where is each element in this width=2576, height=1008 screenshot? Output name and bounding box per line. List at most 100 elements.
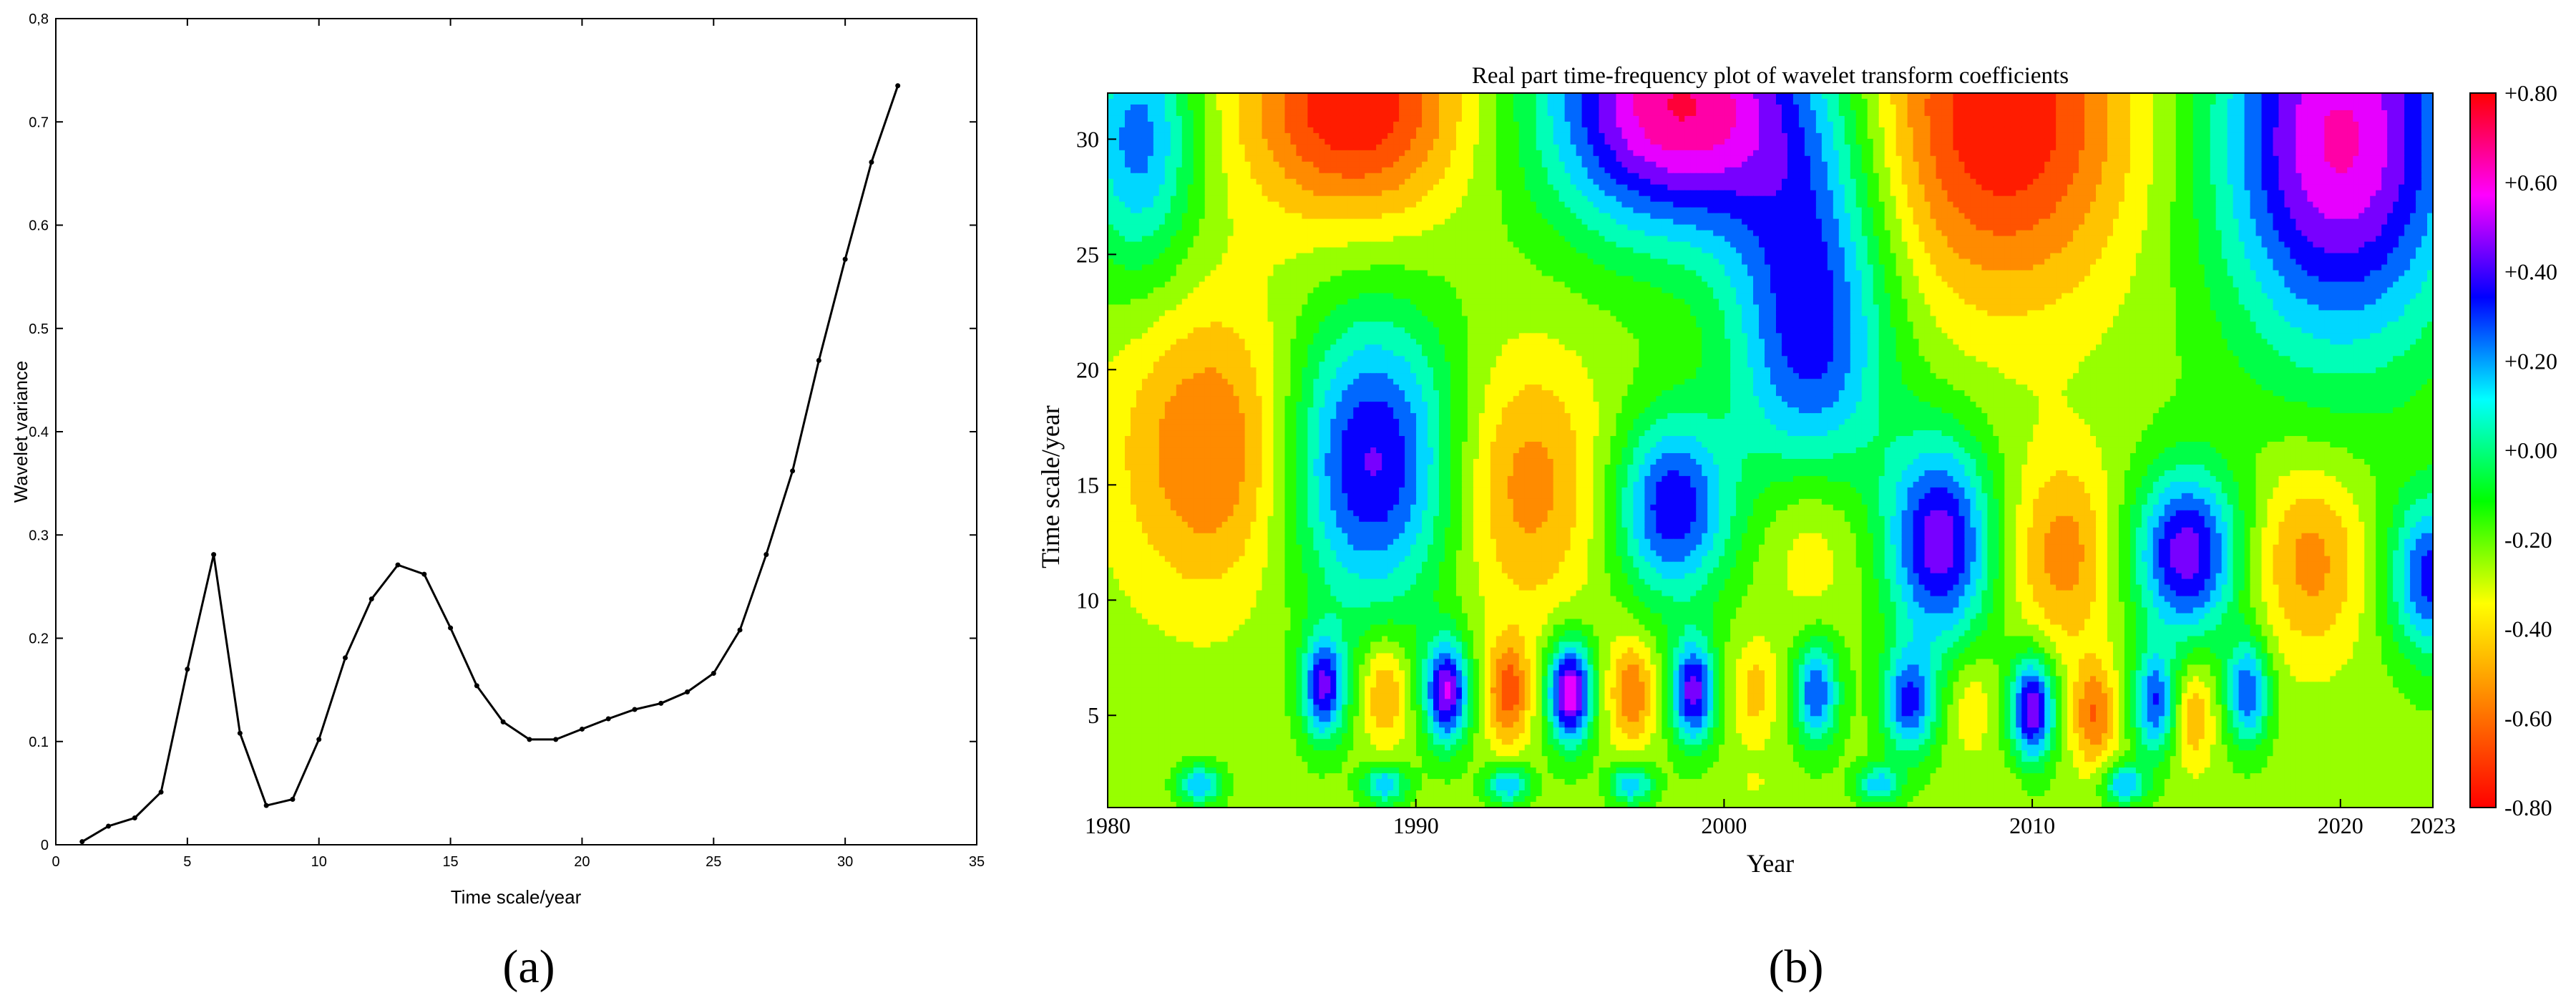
heatmap-cell (1513, 145, 1520, 151)
heatmap-cell (1594, 196, 1600, 203)
heatmap-cell (2330, 145, 2336, 151)
heatmap-cell (2318, 196, 2325, 203)
heatmap-cell (2124, 162, 2131, 168)
heatmap-cell (2284, 168, 2290, 174)
heatmap-cell (1999, 173, 2005, 180)
heatmap-cell (2273, 208, 2279, 214)
heatmap-cell (1987, 133, 1994, 140)
data-point (448, 626, 453, 631)
heatmap-cell (1536, 162, 1543, 168)
heatmap-cell (1765, 127, 1771, 134)
heatmap-cell (1936, 202, 1943, 208)
heatmap-cell (1976, 179, 1982, 185)
heatmap-cell (1822, 150, 1828, 157)
heatmap-cell (2381, 150, 2388, 157)
heatmap-cell (1913, 122, 1920, 128)
heatmap-cell (2090, 185, 2097, 191)
heatmap-cell (1245, 122, 1252, 128)
heatmap-cell (1787, 145, 1794, 151)
heatmap-cell (1125, 99, 1131, 105)
heatmap-cell (1479, 150, 1485, 157)
heatmap-cell (1445, 208, 1451, 214)
heatmap-cell (1279, 202, 1285, 208)
heatmap-cell (1616, 196, 1622, 203)
heatmap-cell (1176, 156, 1183, 163)
heatmap-cell (1656, 185, 1662, 191)
heatmap-cell (1228, 162, 1234, 168)
heatmap-cell (1621, 93, 1628, 100)
heatmap-cell (2205, 208, 2211, 214)
heatmap-cell (2079, 139, 2085, 145)
heatmap-cell (1313, 202, 1319, 208)
heatmap-cell (1679, 168, 1685, 174)
heatmap-cell (1879, 208, 1885, 214)
heatmap-cell (1981, 190, 1988, 197)
heatmap-cell (1307, 93, 1314, 100)
heatmap-cell (1268, 173, 1274, 180)
heatmap-cell (1485, 196, 1491, 203)
data-point (369, 596, 374, 601)
heatmap-cell (1324, 116, 1331, 122)
heatmap-cell (2341, 127, 2348, 134)
heatmap-cell (1810, 139, 1817, 145)
heatmap-cell (2056, 168, 2062, 174)
heatmap-cell (2239, 133, 2245, 140)
heatmap-cell (1679, 122, 1685, 128)
heatmap-cell (1176, 150, 1183, 157)
heatmap-cell (2124, 139, 2131, 145)
heatmap-cell (1736, 122, 1742, 128)
heatmap-cell (1171, 145, 1177, 151)
heatmap-cell (1679, 133, 1685, 140)
heatmap-cell (1976, 173, 1982, 180)
heatmap-cell (2044, 110, 2051, 117)
heatmap-cell (2113, 110, 2119, 117)
heatmap-cell (1839, 208, 1845, 214)
x-tick-label: 30 (837, 854, 853, 870)
heatmap-cell (2107, 105, 2114, 111)
heatmap-cell (2147, 208, 2154, 214)
heatmap-cell (1925, 179, 1931, 185)
heatmap-cell (1491, 110, 1497, 117)
heatmap-cell (1594, 145, 1600, 151)
heatmap-cell (1513, 162, 1520, 168)
heatmap-cell (1108, 156, 1114, 163)
heatmap-cell (1702, 133, 1708, 140)
heatmap-cell (2165, 145, 2171, 151)
heatmap-cell (2353, 196, 2359, 203)
heatmap-cell (2107, 116, 2114, 122)
heatmap-cell (2010, 93, 2016, 100)
heatmap-cell (1576, 145, 1583, 151)
heatmap-cell (1862, 168, 1868, 174)
panel-b-heatmap (1108, 93, 2434, 808)
heatmap-cell (2233, 168, 2240, 174)
heatmap-cell (2176, 162, 2182, 168)
heatmap-cell (2039, 105, 2045, 111)
heatmap-cell (2182, 179, 2188, 185)
heatmap-cell (1667, 110, 1674, 117)
heatmap-cell (1902, 208, 1908, 214)
heatmap-cell (2381, 93, 2388, 100)
heatmap-cell (1153, 110, 1160, 117)
heatmap-cell (1805, 127, 1811, 134)
heatmap-cell (1987, 150, 1994, 157)
heatmap-cell (1251, 190, 1257, 197)
heatmap-cell (1330, 208, 1337, 214)
heatmap-cell (2147, 162, 2154, 168)
heatmap-cell (2284, 116, 2290, 122)
heatmap-cell (2205, 173, 2211, 180)
heatmap-cell (1171, 93, 1177, 100)
heatmap-cell (1964, 93, 1971, 100)
heatmap-cell (1531, 110, 1537, 117)
heatmap-cell (1176, 99, 1183, 105)
heatmap-cell (1799, 202, 1805, 208)
heatmap-cell (1279, 168, 1285, 174)
heatmap-cell (2142, 105, 2148, 111)
heatmap-cell (1856, 202, 1863, 208)
heatmap-cell (1370, 116, 1377, 122)
heatmap-cell (1313, 139, 1319, 145)
heatmap-cell (1787, 185, 1794, 191)
heatmap-cell (1422, 168, 1428, 174)
heatmap-cell (1296, 202, 1302, 208)
heatmap-cell (2021, 208, 2028, 214)
heatmap-cell (2393, 190, 2399, 197)
